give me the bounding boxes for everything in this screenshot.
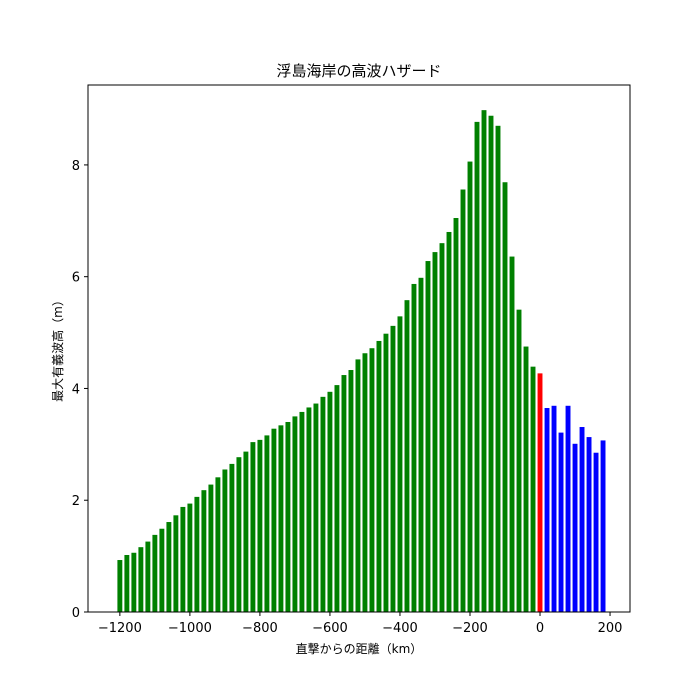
bar: [327, 391, 333, 612]
x-tick-label: −800: [242, 621, 278, 636]
bar: [362, 353, 368, 612]
bar: [306, 407, 312, 612]
bar: [579, 427, 585, 612]
bar: [523, 346, 529, 612]
bar: [264, 435, 270, 612]
bar: [236, 457, 242, 612]
bar: [159, 528, 165, 612]
bar: [292, 416, 298, 612]
bar: [229, 463, 235, 612]
bar: [481, 110, 487, 612]
bar: [278, 425, 284, 612]
bar: [348, 370, 354, 612]
bar: [411, 283, 417, 612]
x-tick-label: 200: [598, 621, 623, 636]
bar: [467, 161, 473, 612]
bar: [145, 541, 151, 612]
y-tick-label: 4: [72, 382, 80, 397]
bar: [334, 385, 340, 612]
bar: [313, 403, 319, 612]
bar: [320, 396, 326, 612]
bar: [341, 375, 347, 612]
bar: [138, 547, 144, 612]
bar: [551, 405, 557, 612]
bar: [243, 451, 249, 612]
y-tick-label: 0: [72, 606, 80, 621]
x-tick-label: 0: [536, 621, 544, 636]
bar: [355, 359, 361, 612]
bar: [453, 218, 459, 612]
bar: [369, 348, 375, 612]
bar: [509, 256, 515, 612]
bar: [397, 316, 403, 612]
x-tick-label: −400: [382, 621, 418, 636]
x-tick-label: −1200: [98, 621, 142, 636]
bar: [131, 552, 137, 612]
bar: [376, 340, 382, 612]
bar: [446, 231, 452, 612]
bar: [572, 443, 578, 612]
bar: [432, 252, 438, 612]
chart-title: 浮島海岸の高波ハザード: [276, 62, 441, 80]
bar: [593, 452, 599, 612]
bar: [383, 333, 389, 612]
bar: [173, 515, 179, 612]
bar: [201, 490, 207, 612]
bar: [558, 432, 564, 612]
bar: [208, 484, 214, 612]
bar: [187, 503, 193, 612]
bar: [495, 125, 501, 613]
bar: [250, 442, 256, 612]
y-tick-label: 8: [72, 159, 80, 174]
bar: [474, 121, 480, 613]
y-tick-label: 2: [72, 494, 80, 509]
bar: [166, 522, 172, 612]
bar: [215, 477, 221, 612]
bar: [537, 373, 543, 612]
bar: [516, 309, 522, 612]
x-tick-label: −1000: [168, 621, 212, 636]
bar: [152, 534, 158, 612]
bar: [565, 405, 571, 612]
x-tick-label: −200: [452, 621, 488, 636]
bar: [299, 411, 305, 612]
bar: [488, 115, 494, 613]
bar: [460, 189, 466, 612]
y-tick-label: 6: [72, 271, 80, 286]
y-axis-label: 最大有義波高（m）: [50, 294, 65, 402]
bar: [194, 496, 200, 612]
x-axis-label: 直撃からの距離（km）: [296, 641, 423, 656]
bar: [404, 300, 410, 612]
plot-frame: [87, 84, 631, 613]
bar: [425, 261, 431, 612]
bar: [530, 366, 536, 612]
x-tick-label: −600: [312, 621, 348, 636]
bar: [586, 437, 592, 612]
bar: [271, 428, 277, 612]
bar: [117, 560, 123, 612]
bar: [502, 182, 508, 612]
bar: [285, 421, 291, 612]
bar: [600, 440, 606, 612]
bar: [544, 408, 550, 612]
bar: [390, 325, 396, 612]
bar: [439, 243, 445, 612]
bar: [257, 439, 263, 612]
bar: [180, 506, 186, 612]
bar: [124, 554, 130, 612]
bar: [418, 277, 424, 612]
bar: [222, 469, 228, 612]
